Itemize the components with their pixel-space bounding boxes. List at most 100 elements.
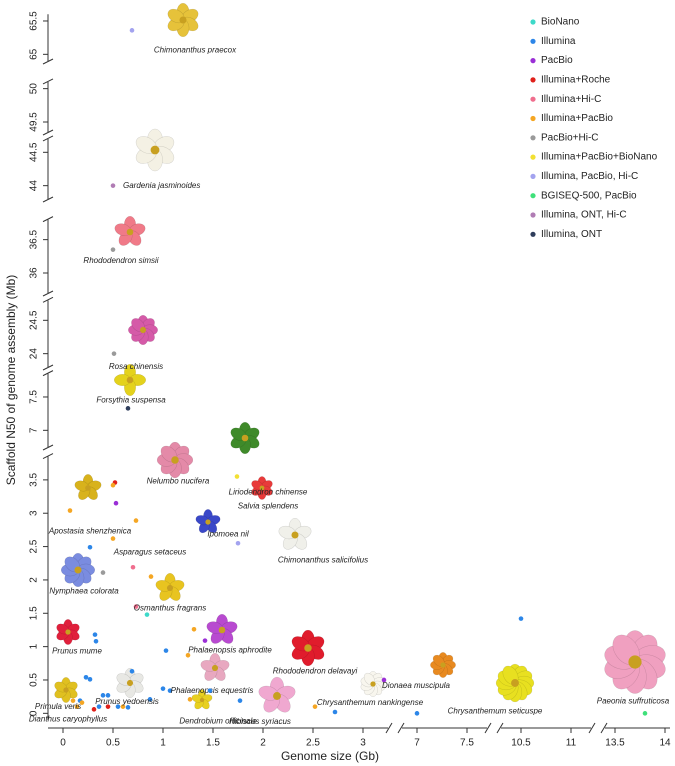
data-point — [147, 697, 153, 702]
flower-center — [273, 692, 281, 700]
flower-center — [211, 664, 219, 672]
species-label: Gardenia jasminoides — [123, 181, 200, 190]
data-point — [148, 574, 154, 579]
data-point — [160, 686, 166, 691]
x-tick-label: 7 — [414, 738, 420, 749]
legend-marker — [530, 38, 536, 44]
axis-break — [42, 216, 54, 223]
species-label: Hibiscus syriacus — [229, 717, 291, 726]
x-tick-label: 0 — [60, 738, 66, 749]
species-label: Rhododendron simsii — [83, 256, 158, 265]
x-tick-label: 3 — [360, 738, 366, 749]
data-point — [130, 564, 136, 570]
data-point — [92, 632, 98, 637]
legend-label: PacBio — [541, 55, 573, 66]
data-point — [100, 693, 106, 698]
legend-marker — [530, 19, 536, 25]
legend-label: Illumina — [541, 36, 576, 47]
x-tick-label: 1 — [160, 738, 166, 749]
y-tick-label: 36.5 — [29, 229, 40, 249]
data-point — [120, 704, 126, 709]
species-label: Ipomoea nil — [207, 530, 249, 539]
species-label: Forsythia suspensa — [96, 395, 166, 404]
data-point — [163, 648, 169, 653]
species-label: Salvia splendens — [238, 501, 298, 510]
legend-marker — [530, 77, 536, 83]
y-tick-label: 0.5 — [29, 673, 40, 687]
x-tick-label: 10.5 — [511, 738, 531, 749]
legend-marker — [530, 96, 536, 102]
legend-marker — [530, 135, 536, 141]
flower-center — [259, 485, 265, 491]
data-point — [115, 704, 121, 709]
legend-label: Illumina+PacBio — [541, 113, 613, 124]
axis-break — [588, 722, 596, 734]
data-point — [110, 482, 116, 488]
species-label: Nelumbo nucifera — [147, 477, 210, 486]
data-point — [129, 28, 135, 33]
x-tick-label: 0.5 — [106, 738, 120, 749]
data-point — [87, 544, 93, 550]
axis-break — [42, 444, 54, 451]
legend-label: Illumina, ONT — [541, 229, 602, 240]
data-point — [129, 669, 135, 674]
legend-label: BioNano — [541, 17, 580, 28]
data-point — [237, 698, 243, 703]
flower-center — [205, 519, 211, 525]
data-point — [96, 704, 102, 709]
data-point — [113, 500, 119, 506]
flower-center — [628, 655, 642, 669]
flower-center — [241, 434, 249, 442]
data-point — [187, 697, 193, 702]
data-point — [93, 638, 99, 644]
flower-center — [126, 376, 134, 384]
axis-break — [42, 135, 54, 142]
data-point — [83, 675, 89, 680]
flower-center — [179, 16, 187, 24]
flower-center — [63, 687, 69, 693]
legend-marker — [530, 58, 536, 64]
data-point — [100, 570, 106, 575]
y-axis-title: Scaffold N50 of genome assembly (Mb) — [4, 275, 18, 486]
data-point — [110, 247, 116, 252]
species-label: Asparagus setaceus — [113, 547, 187, 556]
flower-center — [65, 629, 71, 635]
data-point — [133, 604, 139, 609]
y-tick-label: 2 — [29, 577, 40, 583]
x-tick-label: 13.5 — [605, 738, 625, 749]
flower-center — [199, 697, 205, 703]
y-tick-label: 7.5 — [29, 390, 40, 404]
axis-break — [600, 722, 608, 734]
species-label: Osmanthus fragrans — [134, 604, 206, 613]
data-point — [191, 626, 197, 632]
data-point — [202, 638, 208, 643]
data-point — [125, 705, 131, 710]
data-point — [518, 616, 524, 621]
data-point — [185, 653, 191, 658]
data-point — [235, 540, 241, 546]
legend-label: PacBio+Hi-C — [541, 132, 599, 143]
y-tick-label: 1.5 — [29, 606, 40, 620]
data-point — [110, 536, 116, 541]
flower-center — [511, 679, 519, 687]
data-point — [105, 704, 111, 709]
y-tick-label: 65 — [29, 48, 40, 60]
legend-marker — [530, 193, 536, 199]
y-tick-label: 1 — [29, 643, 40, 649]
x-axis-title: Genome size (Gb) — [281, 749, 379, 763]
data-point — [133, 518, 139, 523]
flower-center — [139, 326, 147, 334]
axis-break — [42, 196, 54, 203]
species-label: Rosa chinensis — [109, 362, 163, 371]
legend-label: Illumina, ONT, Hi-C — [541, 210, 627, 221]
species-label: Paeonia suffruticosa — [597, 696, 670, 705]
legend-label: Illumina, PacBio, Hi-C — [541, 171, 638, 182]
data-point — [67, 508, 73, 513]
data-point — [70, 698, 76, 703]
species-label: Liriodendron chinense — [229, 488, 308, 497]
data-point — [414, 711, 420, 716]
species-label: Apostasia shenzhenica — [48, 527, 132, 536]
legend-label: Illumina+Roche — [541, 75, 611, 86]
flower-center — [126, 679, 134, 687]
